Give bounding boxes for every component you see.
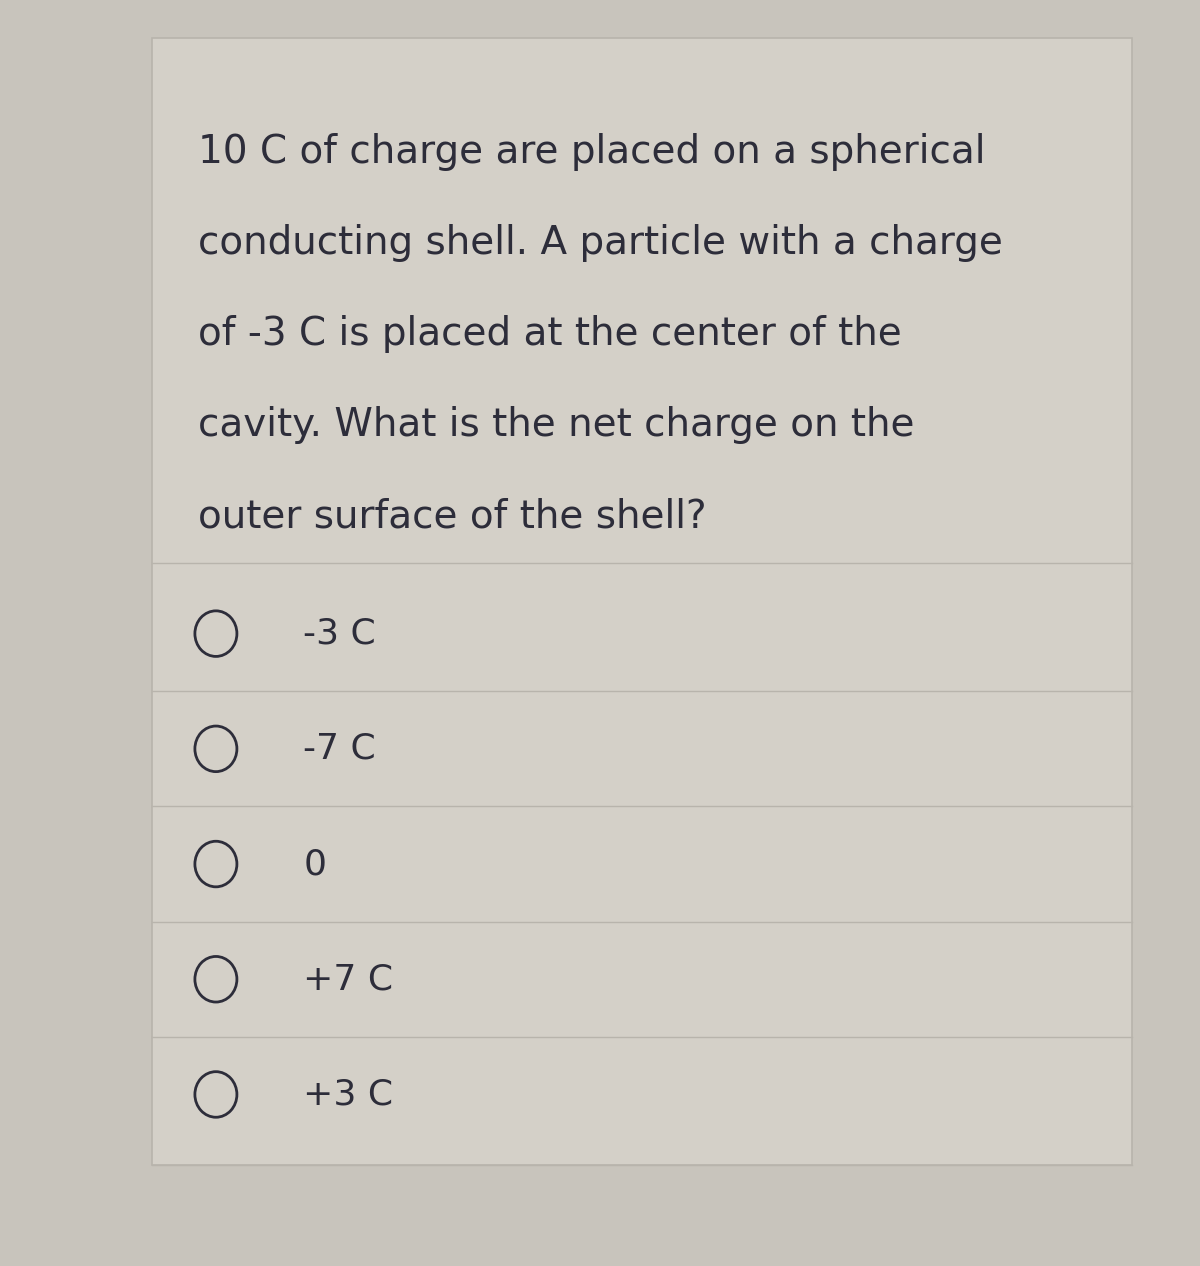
Text: 10 C of charge are placed on a spherical: 10 C of charge are placed on a spherical — [198, 133, 986, 171]
Text: -7 C: -7 C — [304, 732, 376, 766]
Text: outer surface of the shell?: outer surface of the shell? — [198, 498, 707, 536]
FancyBboxPatch shape — [151, 38, 1132, 1165]
Text: cavity. What is the net charge on the: cavity. What is the net charge on the — [198, 406, 914, 444]
Text: of -3 C is placed at the center of the: of -3 C is placed at the center of the — [198, 315, 902, 353]
Text: +3 C: +3 C — [304, 1077, 394, 1112]
Text: -3 C: -3 C — [304, 617, 376, 651]
Text: 0: 0 — [304, 847, 326, 881]
Text: conducting shell. A particle with a charge: conducting shell. A particle with a char… — [198, 224, 1003, 262]
Text: +7 C: +7 C — [304, 962, 394, 996]
